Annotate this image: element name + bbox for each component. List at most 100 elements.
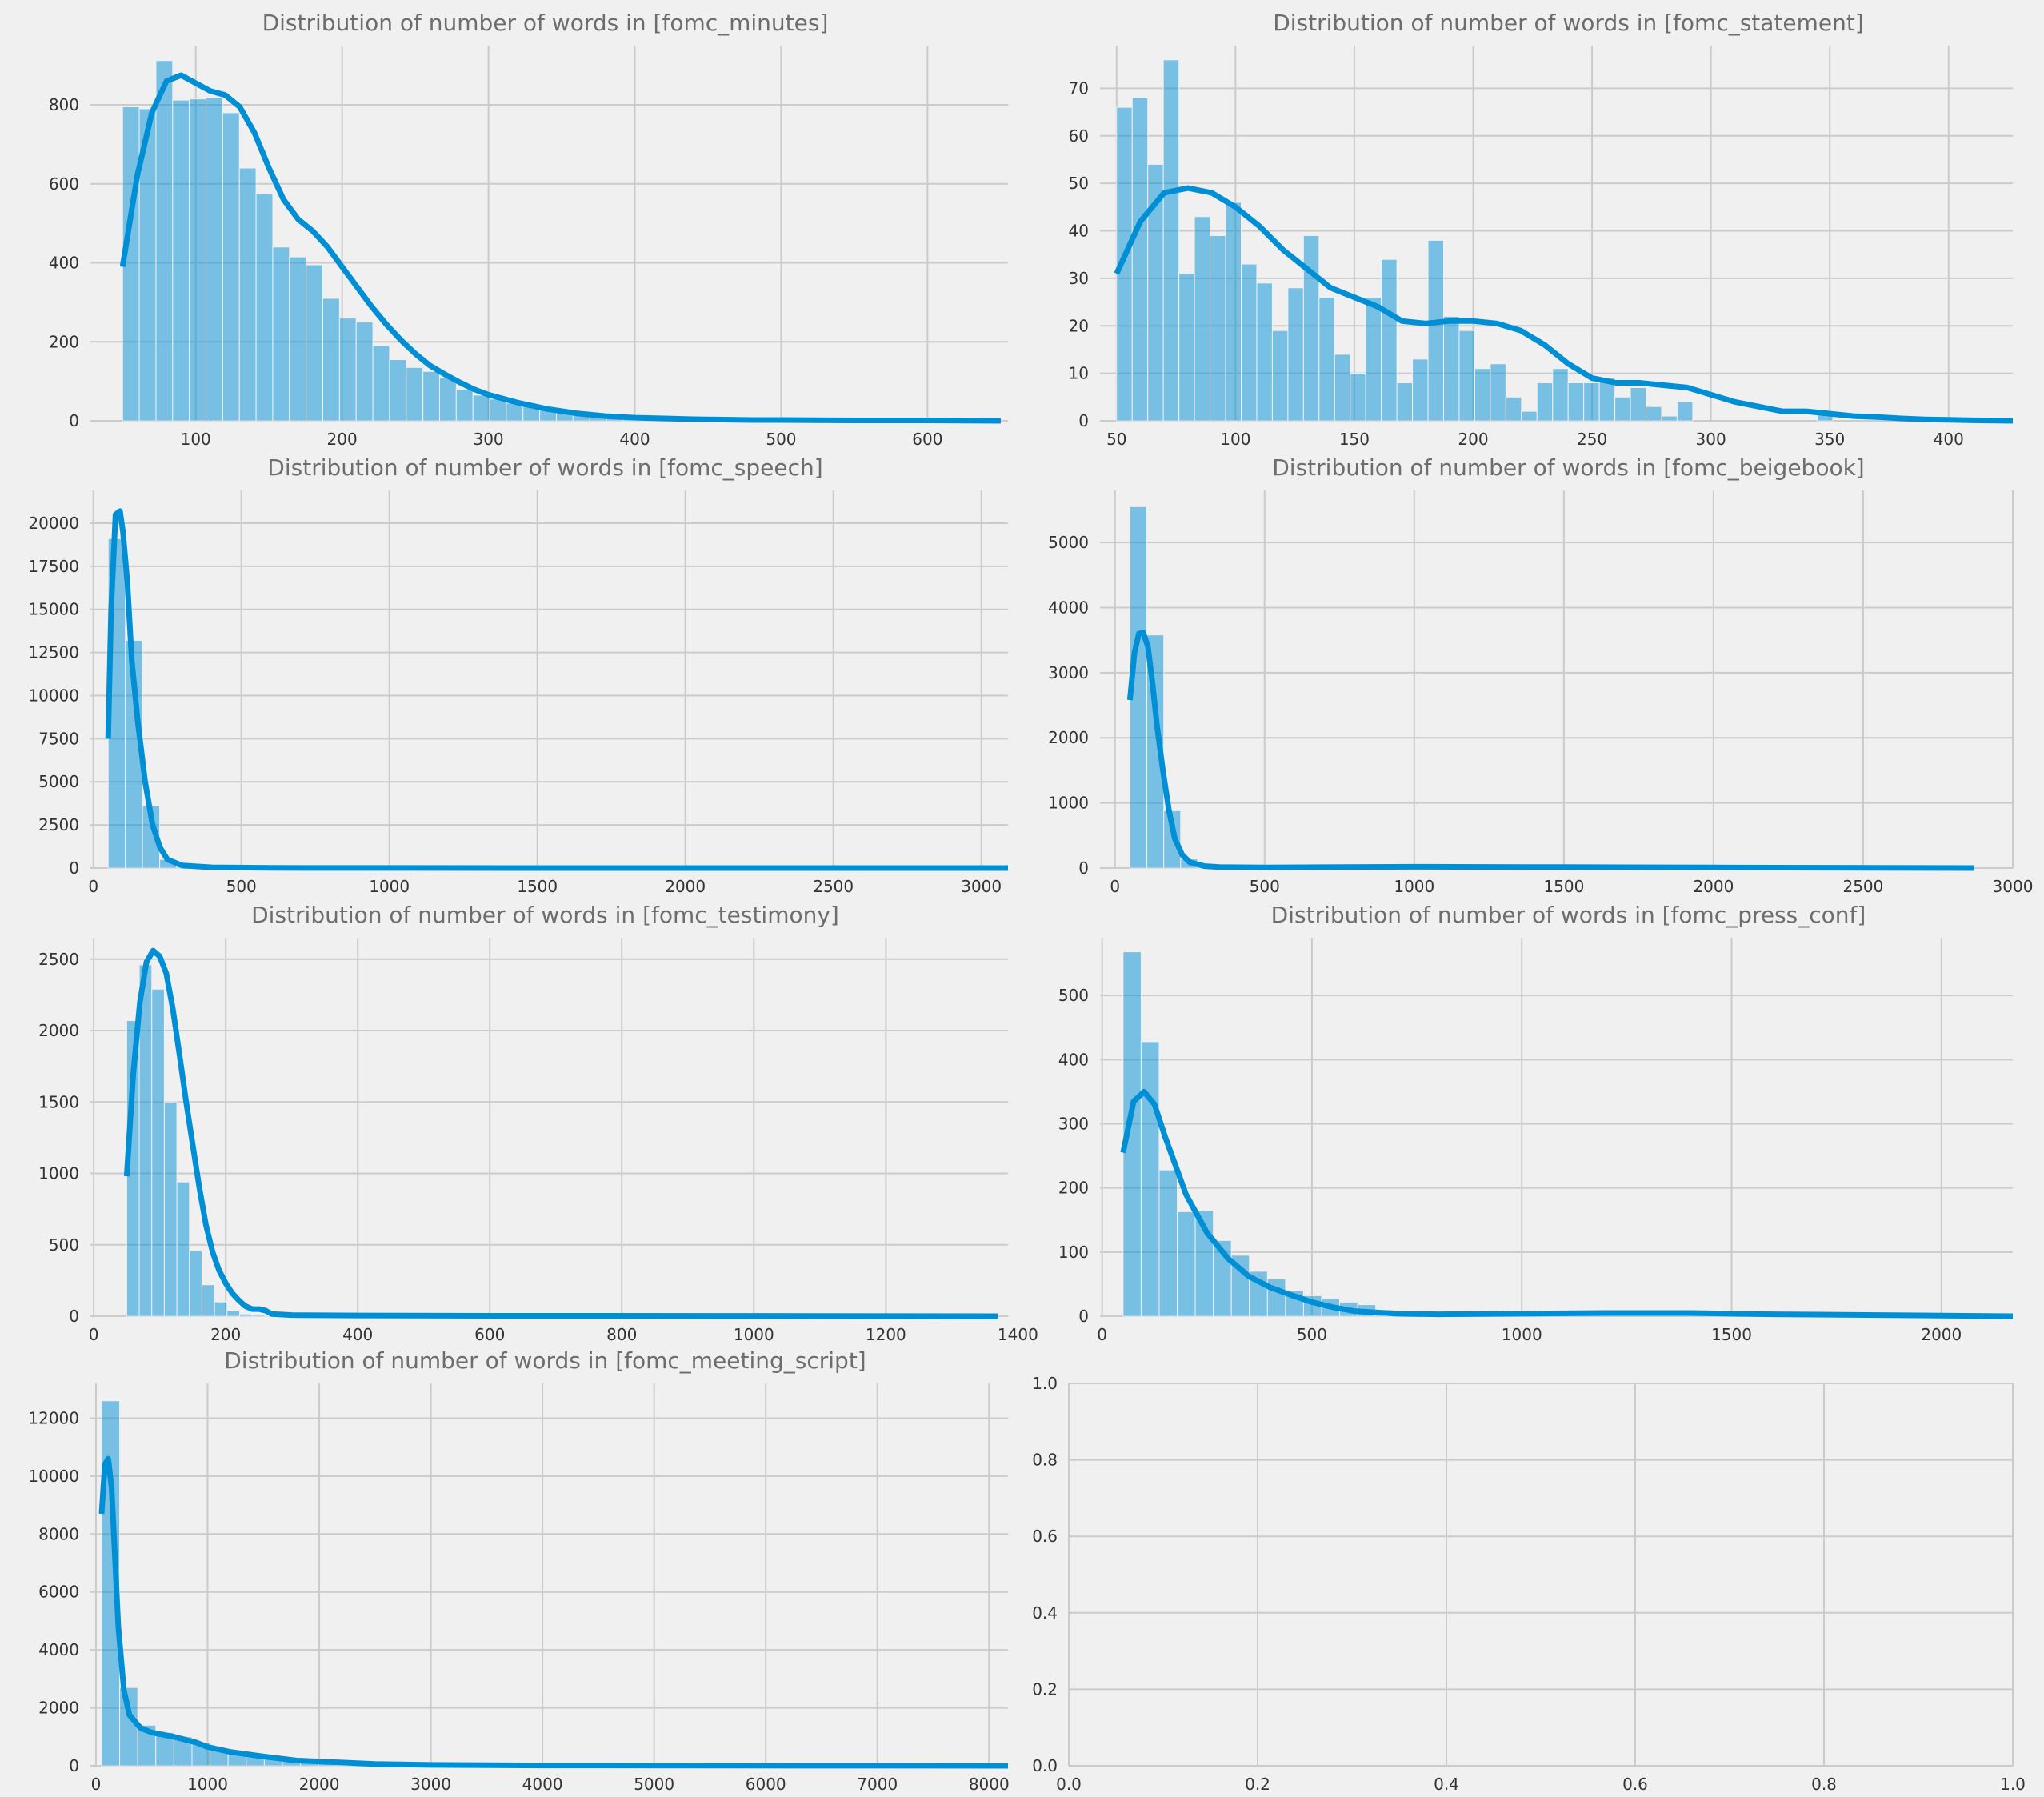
x-tick-label: 1500 bbox=[1543, 877, 1584, 896]
histogram-bar bbox=[1521, 410, 1538, 422]
tick-labels: 0 500 1000 1500 2000 2500 0 200 400 600 800 1000 120… bbox=[38, 950, 1038, 1344]
subplot-title: Distribution of number of words in [fomc… bbox=[224, 1347, 866, 1374]
histogram-bar bbox=[1256, 282, 1273, 422]
histogram-bar bbox=[1630, 386, 1647, 422]
x-tick-label: 0 bbox=[89, 1325, 99, 1344]
y-tick-label: 200 bbox=[1058, 1179, 1089, 1198]
subplot-title: Distribution of number of words in [fomc… bbox=[267, 454, 822, 481]
y-tick-label: 5000 bbox=[38, 772, 79, 791]
kde-curve bbox=[1126, 630, 1974, 871]
y-tick-label: 400 bbox=[1058, 1050, 1089, 1069]
y-tick-label: 0.2 bbox=[1032, 1679, 1058, 1699]
histogram-bar bbox=[1318, 297, 1335, 422]
histogram-bar bbox=[1302, 234, 1320, 422]
x-tick-label: 1000 bbox=[1394, 877, 1434, 896]
x-tick-label: 500 bbox=[226, 877, 257, 896]
x-tick-label: 350 bbox=[1814, 430, 1845, 449]
y-tick-label: 4000 bbox=[1048, 598, 1089, 617]
histogram-bar bbox=[201, 1284, 215, 1317]
x-tick-label: 600 bbox=[912, 430, 942, 449]
x-tick-label: 2500 bbox=[813, 877, 854, 896]
y-tick-label: 15000 bbox=[28, 600, 79, 619]
histogram-bar bbox=[1210, 234, 1226, 422]
subplot-title: Distribution of number of words in [fomc… bbox=[262, 10, 829, 36]
histogram-bar bbox=[1194, 216, 1211, 422]
histogram-bar bbox=[1131, 97, 1149, 422]
y-tick-label: 4000 bbox=[38, 1640, 79, 1659]
x-tick-label: 0.4 bbox=[1434, 1775, 1459, 1794]
histogram-bar bbox=[1365, 297, 1382, 422]
histogram-bars bbox=[1116, 59, 1834, 422]
histogram-bar bbox=[101, 1400, 121, 1767]
histogram-bar bbox=[1158, 1169, 1178, 1317]
y-tick-label: 100 bbox=[1058, 1243, 1089, 1262]
x-tick-label: 200 bbox=[1458, 430, 1488, 449]
y-tick-label: 500 bbox=[49, 1235, 79, 1255]
histogram-bar bbox=[1567, 382, 1585, 422]
histogram-bar bbox=[406, 366, 424, 422]
y-tick-label: 8000 bbox=[38, 1524, 79, 1543]
y-tick-label: 1000 bbox=[1048, 794, 1089, 813]
histogram-bar bbox=[1505, 396, 1522, 422]
y-tick-label: 12000 bbox=[28, 1408, 79, 1427]
y-tick-label: 10 bbox=[1069, 364, 1089, 383]
y-tick-label: 10000 bbox=[28, 686, 79, 705]
y-tick-label: 0 bbox=[69, 858, 79, 878]
histogram-bar bbox=[1178, 273, 1195, 422]
histogram-bar bbox=[1412, 358, 1429, 422]
subplot-5: 0 500 1000 1500 2000 2500 0 200 400 600 800 1000 120… bbox=[38, 902, 1038, 1344]
x-tick-label: 1000 bbox=[734, 1325, 774, 1344]
subplot-7: 0 2000 4000 6000 8000 10000 12000 0 1000 2000 3000… bbox=[28, 1347, 1009, 1794]
kde-curve bbox=[1120, 1088, 2014, 1319]
y-tick-label: 0 bbox=[1078, 858, 1089, 878]
histogram-bar bbox=[189, 98, 207, 422]
histogram-bars bbox=[122, 60, 807, 422]
tick-labels: 0 2000 4000 6000 8000 10000 12000 0 1000 2000 3000… bbox=[28, 1408, 1009, 1794]
y-tick-label: 1.0 bbox=[1032, 1374, 1058, 1393]
x-tick-label: 250 bbox=[1577, 430, 1607, 449]
x-tick-label: 50 bbox=[1106, 430, 1126, 449]
subplot-4: 0 1000 2000 3000 4000 5000 0 500 1000 1500 2000 250… bbox=[1048, 454, 2033, 896]
y-tick-label: 300 bbox=[1058, 1114, 1089, 1133]
histogram-bar bbox=[1162, 59, 1180, 422]
tick-labels: 0.0 0.2 0.4 0.6 0.8 1.0 0.0 0.2 0.4 0.6 0.8 1.0 bbox=[1032, 1374, 2026, 1794]
histogram-bar bbox=[1646, 406, 1662, 422]
tick-labels: 0 100 200 300 400 500 0 500 1000 1500 2000 bbox=[1058, 986, 1962, 1344]
histogram-bar bbox=[1661, 415, 1678, 422]
subplot-title: Distribution of number of words in [fomc… bbox=[251, 902, 839, 928]
x-tick-label: 100 bbox=[1220, 430, 1250, 449]
histogram-bar bbox=[489, 398, 507, 422]
y-tick-label: 6000 bbox=[38, 1583, 79, 1602]
tick-labels: 0 1000 2000 3000 4000 5000 0 500 1000 1500 2000 250… bbox=[1048, 533, 2033, 896]
subplot-title: Distribution of number of words in [fomc… bbox=[1271, 902, 1866, 928]
x-tick-label: 0 bbox=[88, 877, 98, 896]
x-tick-label: 5000 bbox=[634, 1775, 674, 1794]
histogram-bar bbox=[1240, 263, 1258, 422]
y-tick-label: 50 bbox=[1069, 174, 1089, 193]
x-tick-label: 3000 bbox=[1993, 877, 2034, 896]
y-tick-label: 5000 bbox=[1048, 533, 1089, 552]
histogram-bar bbox=[355, 322, 374, 422]
histogram-bar bbox=[422, 370, 440, 422]
x-tick-label: 0.2 bbox=[1245, 1775, 1270, 1794]
y-tick-label: 60 bbox=[1069, 126, 1089, 146]
tick-labels: 0 2500 5000 7500 10000 12500 15000 17500 20000 0 5… bbox=[28, 514, 1002, 896]
y-tick-label: 20 bbox=[1069, 316, 1089, 335]
y-tick-label: 800 bbox=[49, 95, 79, 114]
y-tick-label: 400 bbox=[49, 254, 79, 273]
y-tick-label: 600 bbox=[49, 174, 79, 194]
y-tick-label: 30 bbox=[1069, 269, 1089, 288]
x-tick-label: 150 bbox=[1339, 430, 1370, 449]
kde-curve bbox=[105, 508, 1008, 871]
y-tick-label: 12500 bbox=[28, 643, 79, 662]
subplot-8: 0.0 0.2 0.4 0.6 0.8 1.0 0.0 0.2 0.4 0.6 0.8 1.0 bbox=[1032, 1374, 2026, 1794]
histogram-bar bbox=[1474, 368, 1491, 422]
tick-labels: 0 10 20 30 40 50 60 70 50 100 150 200 250 300 350 400 bbox=[1069, 78, 1964, 449]
histogram-bar bbox=[255, 193, 274, 422]
x-tick-label: 400 bbox=[342, 1325, 373, 1344]
y-tick-label: 1000 bbox=[38, 1164, 79, 1183]
y-tick-label: 7500 bbox=[38, 729, 79, 748]
histogram-bar bbox=[1490, 363, 1506, 422]
x-tick-label: 600 bbox=[474, 1325, 505, 1344]
